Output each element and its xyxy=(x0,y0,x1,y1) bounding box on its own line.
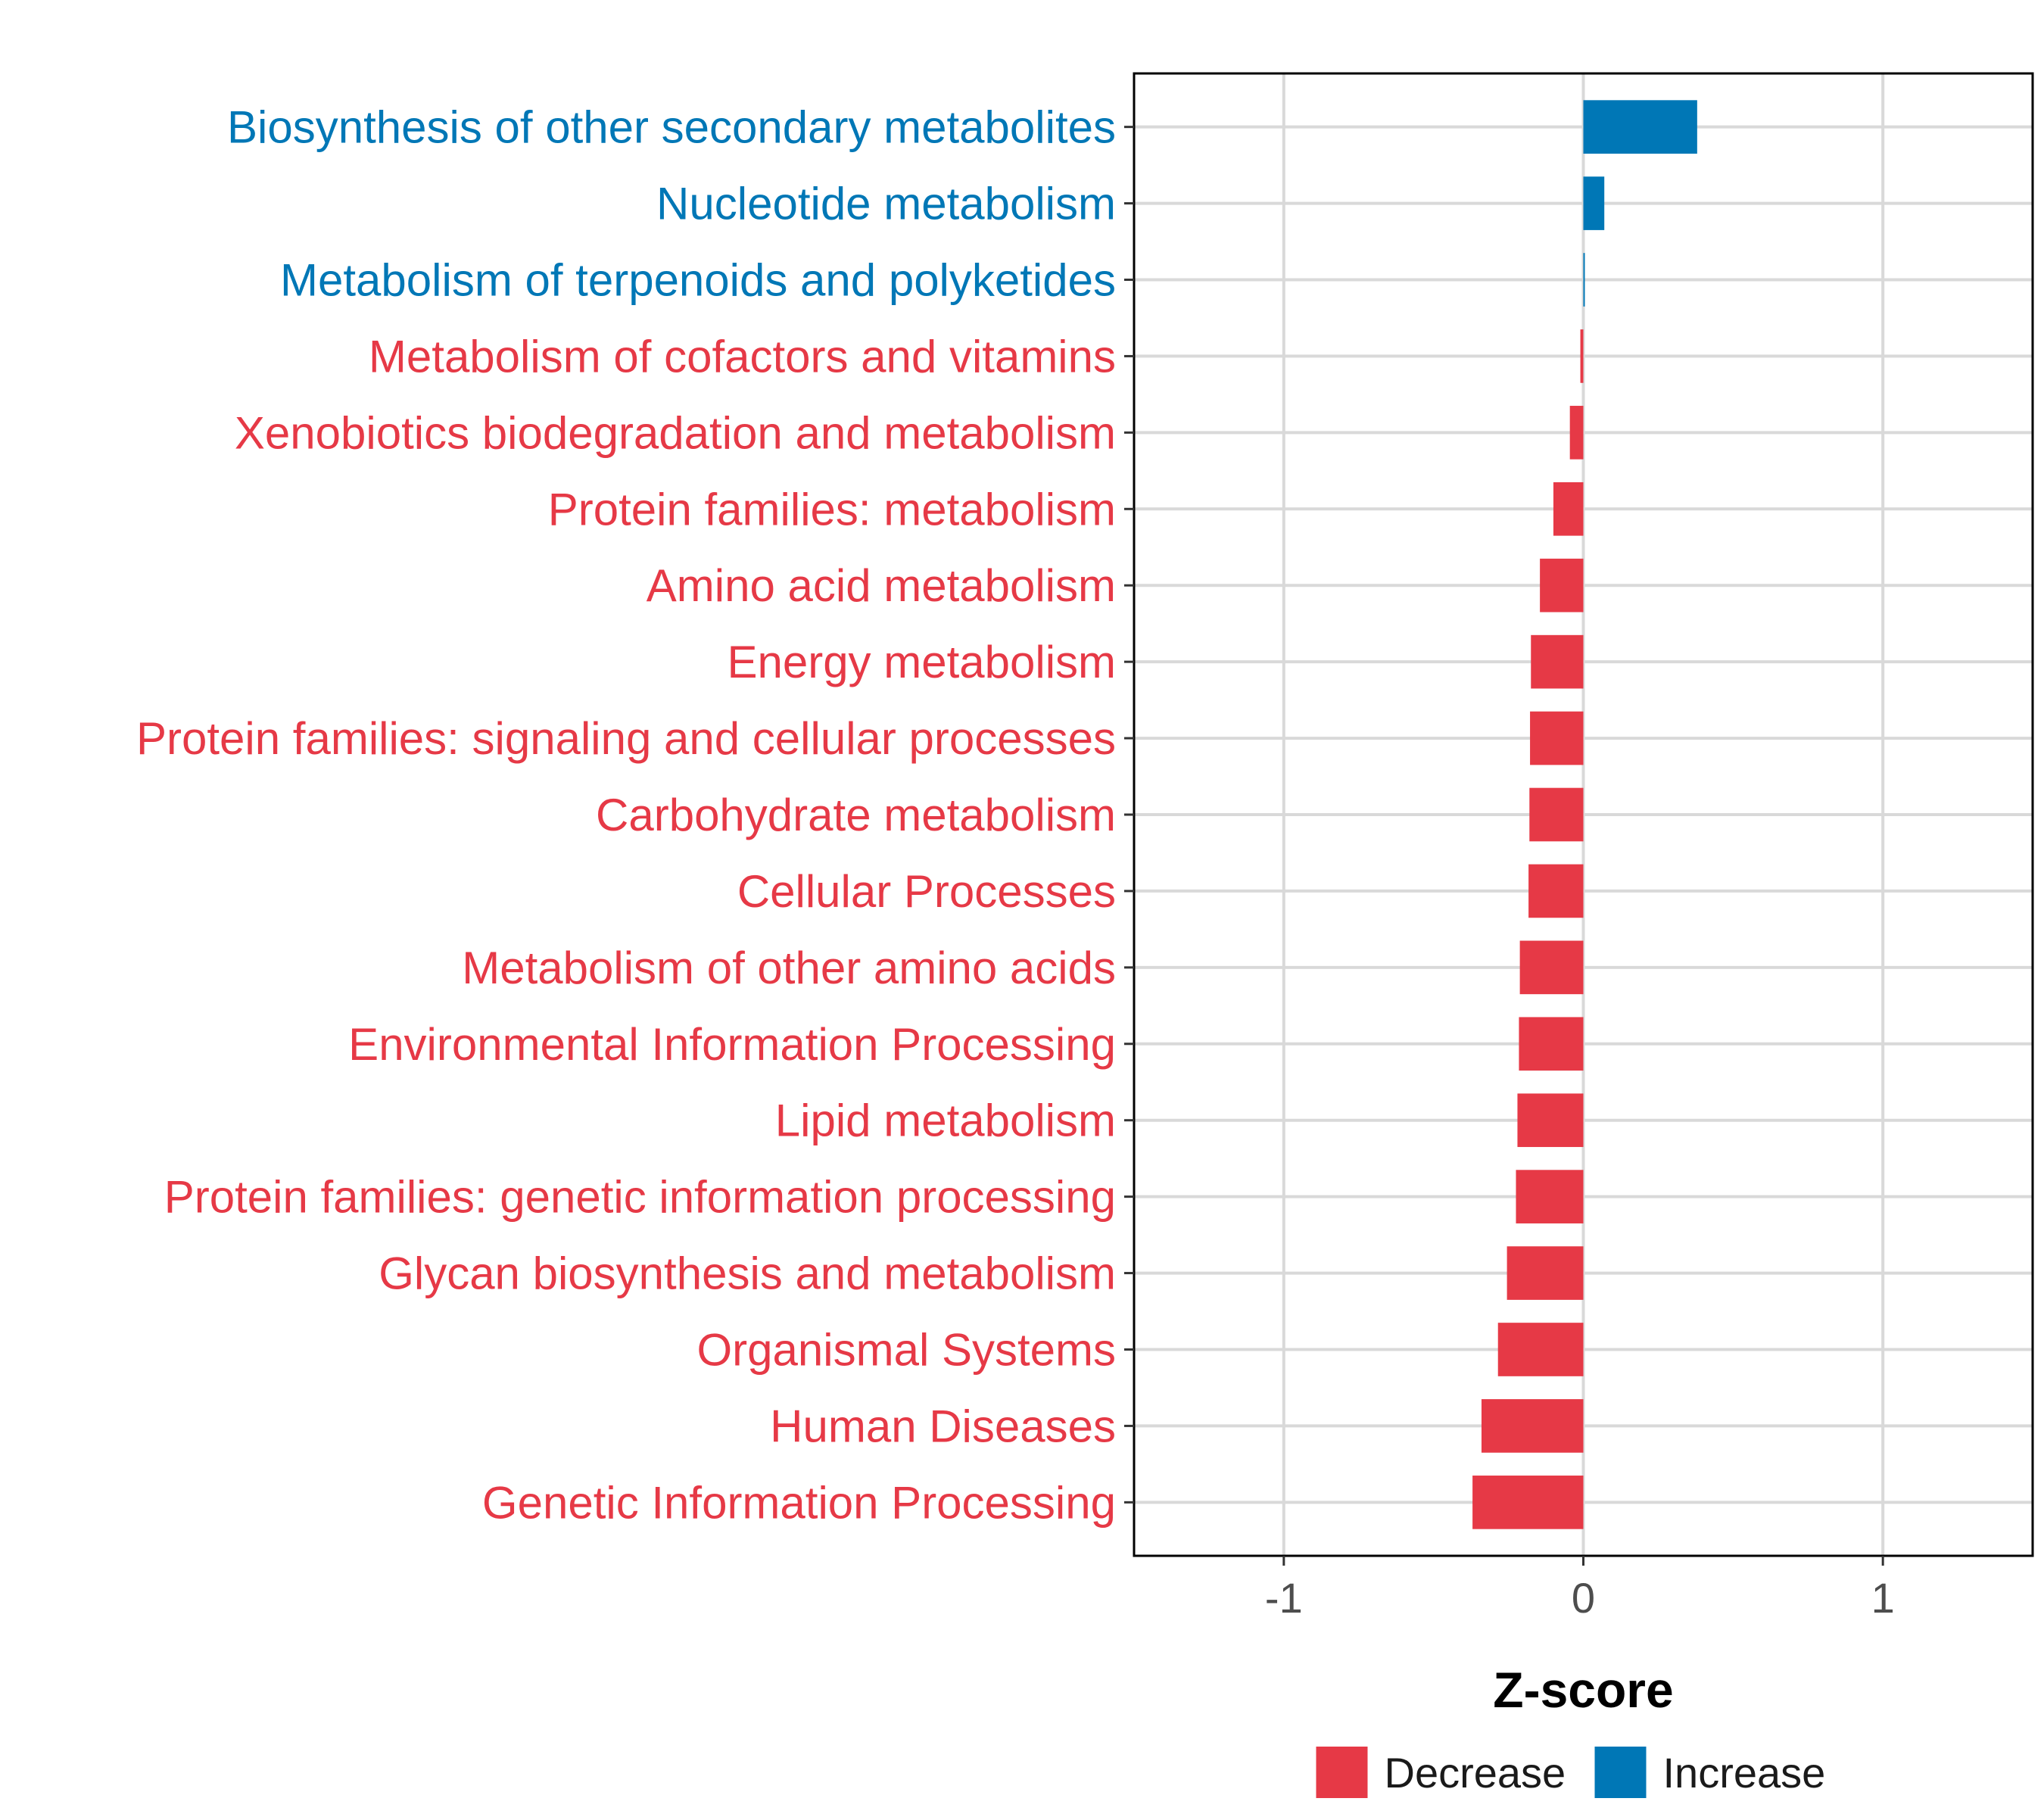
bar-layer xyxy=(1472,100,1697,1529)
legend: Decrease Increase xyxy=(1316,1747,1826,1798)
x-axis-ticks: -1 0 1 xyxy=(1265,1556,1895,1622)
category-label: Energy metabolism xyxy=(727,637,1116,687)
legend-key xyxy=(1316,1747,1368,1798)
bar xyxy=(1553,482,1584,536)
x-tick-label: 0 xyxy=(1572,1574,1595,1622)
category-label: Human Diseases xyxy=(770,1401,1116,1451)
bar xyxy=(1580,329,1584,383)
y-axis-ticks xyxy=(1124,126,1134,1504)
bar xyxy=(1529,787,1584,842)
x-axis-title: Z-score xyxy=(1493,1662,1673,1718)
category-label: Biosynthesis of other secondary metaboli… xyxy=(227,102,1116,153)
category-label: Amino acid metabolism xyxy=(647,560,1116,611)
bar xyxy=(1519,1017,1584,1071)
bar xyxy=(1583,100,1697,154)
category-label: Protein families: metabolism xyxy=(548,484,1116,535)
category-label: Environmental Information Processing xyxy=(348,1019,1116,1070)
x-tick-label: 1 xyxy=(1871,1574,1895,1622)
bar xyxy=(1519,940,1584,995)
category-label: Carbohydrate metabolism xyxy=(596,790,1116,840)
bar xyxy=(1583,253,1585,307)
category-label: Glycan biosynthesis and metabolism xyxy=(379,1248,1116,1299)
y-axis-labels: Biosynthesis of other secondary metaboli… xyxy=(136,102,1116,1529)
category-label: Lipid metabolism xyxy=(775,1095,1116,1146)
legend-label: Increase xyxy=(1663,1749,1826,1797)
category-label: Metabolism of other amino acids xyxy=(462,943,1116,993)
bar xyxy=(1540,558,1584,612)
bar xyxy=(1583,176,1605,230)
category-label: Protein families: signaling and cellular… xyxy=(136,713,1116,764)
bar xyxy=(1530,711,1584,765)
bar xyxy=(1528,864,1584,918)
category-label: Metabolism of cofactors and vitamins xyxy=(369,331,1116,382)
bar xyxy=(1516,1170,1584,1223)
category-label: Organismal Systems xyxy=(697,1324,1116,1375)
category-label: Metabolism of terpenoids and polyketides xyxy=(280,255,1116,306)
bar xyxy=(1517,1093,1584,1148)
bar xyxy=(1472,1476,1584,1529)
category-label: Cellular Processes xyxy=(737,866,1116,917)
bar xyxy=(1507,1246,1584,1300)
bar xyxy=(1531,634,1584,689)
legend-label: Decrease xyxy=(1385,1749,1566,1797)
x-tick-label: -1 xyxy=(1265,1574,1303,1622)
category-label: Genetic Information Processing xyxy=(482,1477,1116,1528)
bar xyxy=(1569,406,1584,460)
category-label: Protein families: genetic information pr… xyxy=(164,1172,1116,1223)
bar xyxy=(1497,1323,1584,1376)
category-label: Xenobiotics biodegradation and metabolis… xyxy=(235,407,1116,458)
category-label: Nucleotide metabolism xyxy=(656,179,1116,229)
legend-key xyxy=(1594,1747,1647,1798)
bar xyxy=(1481,1399,1584,1453)
